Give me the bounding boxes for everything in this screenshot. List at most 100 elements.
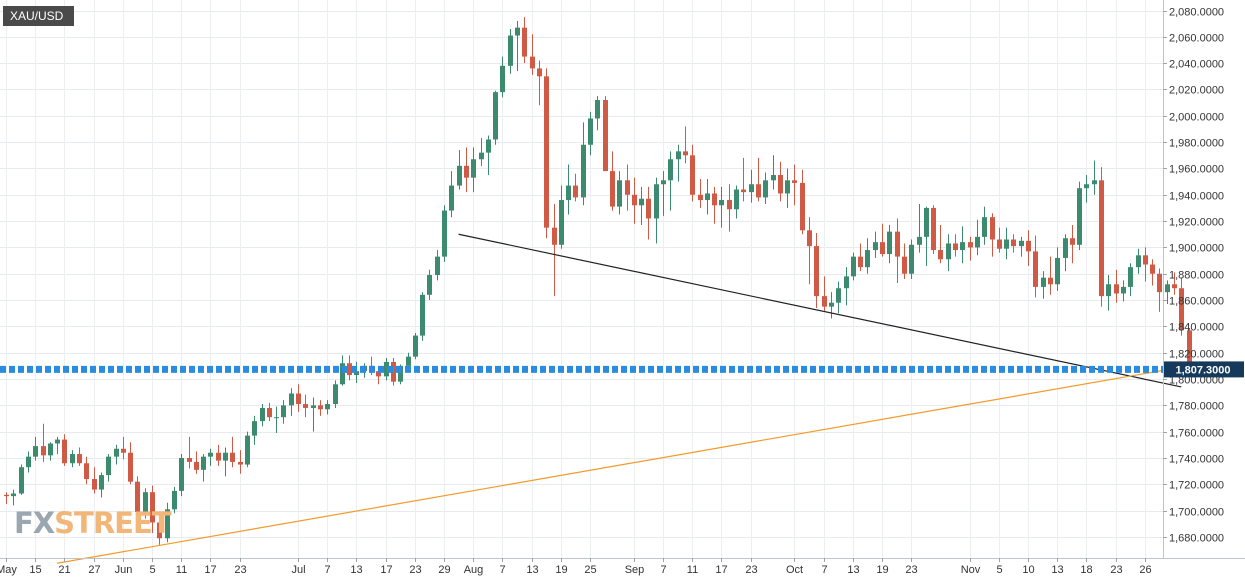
candle-body [953,243,958,251]
candle-body [997,239,1002,249]
candle-body [179,457,184,491]
candle [938,225,943,264]
price-badge-bg [1164,361,1244,378]
candle-body [4,494,9,497]
candle-body [165,509,170,539]
candle-body [281,405,286,418]
candle [1092,160,1097,195]
trendline-ascending [56,366,1182,564]
candle [493,90,498,145]
candle [1063,234,1068,272]
candle-body [968,242,973,248]
candle [311,397,316,432]
candle-body [216,452,221,461]
x-tick-label: Aug [464,564,484,576]
candle [449,171,454,218]
candle [1179,277,1184,336]
candle-body [632,194,637,206]
candle [1004,227,1009,260]
candle-body [121,448,126,453]
candle [347,355,352,381]
candle-body [19,467,24,494]
candle [1048,256,1053,295]
candle-body [771,175,776,181]
candle [194,451,199,474]
candle [851,252,856,281]
candle-body [1157,273,1162,293]
candle [858,243,863,272]
candle-body [931,207,936,251]
candle [887,225,892,264]
candle-body [1048,277,1053,285]
candle-body [1143,255,1148,265]
candle [844,267,849,306]
plot-background [0,0,1163,558]
candle [84,456,89,485]
x-tick-label: 27 [88,564,100,576]
candle-body [836,288,841,303]
candle-body [398,365,403,382]
candle [646,186,651,240]
candle [1172,272,1177,295]
candle [486,135,491,176]
candle [1077,181,1082,251]
x-tick-label: 7 [660,564,666,576]
candle [880,223,885,257]
candle-body [1019,240,1024,247]
x-tick-label: 11 [687,564,698,576]
candle [625,164,630,211]
y-tick-label: 1,900.0000 [1169,243,1224,255]
candle-body [829,302,834,307]
y-tick-label: 1,940.0000 [1169,191,1224,203]
candle [676,144,681,182]
x-tick-label: 23 [905,564,917,576]
candle [508,28,513,74]
candle-body [449,185,454,211]
candle-body [442,210,447,257]
y-tick-label: 2,000.0000 [1169,112,1224,124]
candle [792,164,797,206]
candle [654,177,659,244]
candle-body [895,231,900,257]
candle [457,150,462,190]
candle-body [252,421,257,436]
y-tick-label: 1,680.0000 [1169,533,1224,545]
candle [552,203,557,297]
candle-body [807,230,812,247]
candle-body [303,404,308,408]
candle [471,147,476,193]
x-tick-label: 23 [745,564,757,576]
candle-body [661,180,666,185]
candle-body [420,294,425,336]
x-tick-label: 10 [1022,564,1034,576]
candle [216,444,221,466]
candle-body [223,452,228,461]
candle-body [1055,257,1060,285]
candle [274,406,279,433]
candle-body [479,152,484,160]
candle [917,203,922,253]
candle [260,404,265,427]
candle-body [960,242,965,251]
candle [1143,247,1148,282]
candle-body [464,165,469,178]
candle [245,431,250,468]
candle [661,171,666,216]
candle [632,177,637,224]
candle [771,155,776,190]
x-tick-label: 29 [438,564,450,576]
candle-body [639,198,644,206]
candle-body [917,236,922,245]
candle [77,447,82,466]
candle-body [800,182,805,231]
candle [48,442,53,461]
candle [114,444,119,465]
candle-body [1179,288,1184,331]
candle-body [822,296,827,307]
candle-body [559,200,564,245]
candle-body [792,180,797,183]
candle-body [909,244,914,274]
candle-body [150,492,155,523]
candle-body [573,185,578,198]
